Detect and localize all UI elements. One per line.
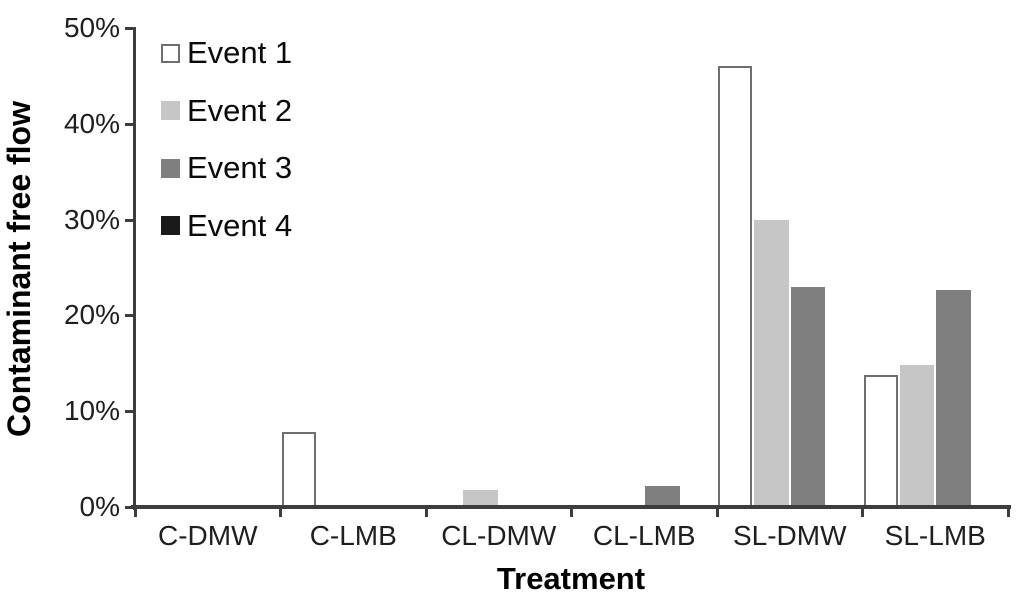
legend-swatch-event-3-icon xyxy=(161,158,180,178)
x-tick-0 xyxy=(133,507,137,517)
bar-event-2-sl-lmb xyxy=(899,365,935,507)
y-tick-10 xyxy=(125,410,134,414)
legend-swatch-event-1-icon xyxy=(161,43,180,63)
x-category-label-c-dmw: C-DMW xyxy=(157,520,258,551)
legend-label-event-4: Event 4 xyxy=(187,207,293,243)
x-category-label-cl-lmb: CL-LMB xyxy=(592,520,696,551)
y-tick-20 xyxy=(125,314,134,318)
x-category-label-c-lmb: C-LMB xyxy=(309,520,397,551)
y-tick-label-10: 10% xyxy=(63,395,120,427)
y-tick-40 xyxy=(125,122,134,126)
legend-item-event-4: Event 4 xyxy=(161,207,293,243)
x-tick-3 xyxy=(570,507,573,517)
y-axis-title: Contaminant free flow xyxy=(1,101,37,438)
legend-label-event-1: Event 1 xyxy=(187,35,293,70)
x-axis-title: Treatment xyxy=(496,561,646,596)
y-axis-line xyxy=(133,27,136,510)
legend-item-event-2: Event 2 xyxy=(161,92,293,128)
y-tick-label-30: 30% xyxy=(63,203,120,235)
y-tick-30 xyxy=(125,218,134,222)
bar-event-1-sl-lmb xyxy=(863,374,898,507)
legend-item-event-1: Event 1 xyxy=(161,36,292,70)
legend-label-event-2: Event 2 xyxy=(187,92,293,128)
legend-item-event-3: Event 3 xyxy=(161,151,292,185)
x-tick-5 xyxy=(861,507,864,517)
bar-event-3-sl-dmw xyxy=(790,286,826,507)
x-tick-2 xyxy=(424,507,428,517)
bar-event-3-cl-lmb xyxy=(645,485,680,507)
bar-event-1-c-lmb xyxy=(281,432,316,507)
y-tick-0 xyxy=(125,506,134,509)
y-tick-label-40: 40% xyxy=(63,107,120,139)
y-tick-label-0: 0% xyxy=(79,491,120,522)
y-tick-label-50: 50% xyxy=(63,12,120,43)
y-tick-50 xyxy=(125,27,134,30)
y-tick-label-20: 20% xyxy=(63,299,120,331)
bar-event-2-sl-dmw xyxy=(754,219,789,507)
bar-event-1-sl-dmw xyxy=(718,66,753,507)
x-tick-4 xyxy=(715,507,719,517)
bar-event-3-sl-lmb xyxy=(936,290,971,507)
x-tick-6 xyxy=(1006,507,1010,517)
x-tick-1 xyxy=(279,507,282,517)
legend-label-event-3: Event 3 xyxy=(187,150,293,185)
x-category-label-sl-lmb: SL-LMB xyxy=(884,520,986,551)
legend-swatch-event-4-icon xyxy=(161,216,180,235)
x-category-label-cl-dmw: CL-DMW xyxy=(441,520,557,551)
legend-swatch-event-2-icon xyxy=(161,101,180,120)
x-category-label-sl-dmw: SL-DMW xyxy=(732,520,847,551)
